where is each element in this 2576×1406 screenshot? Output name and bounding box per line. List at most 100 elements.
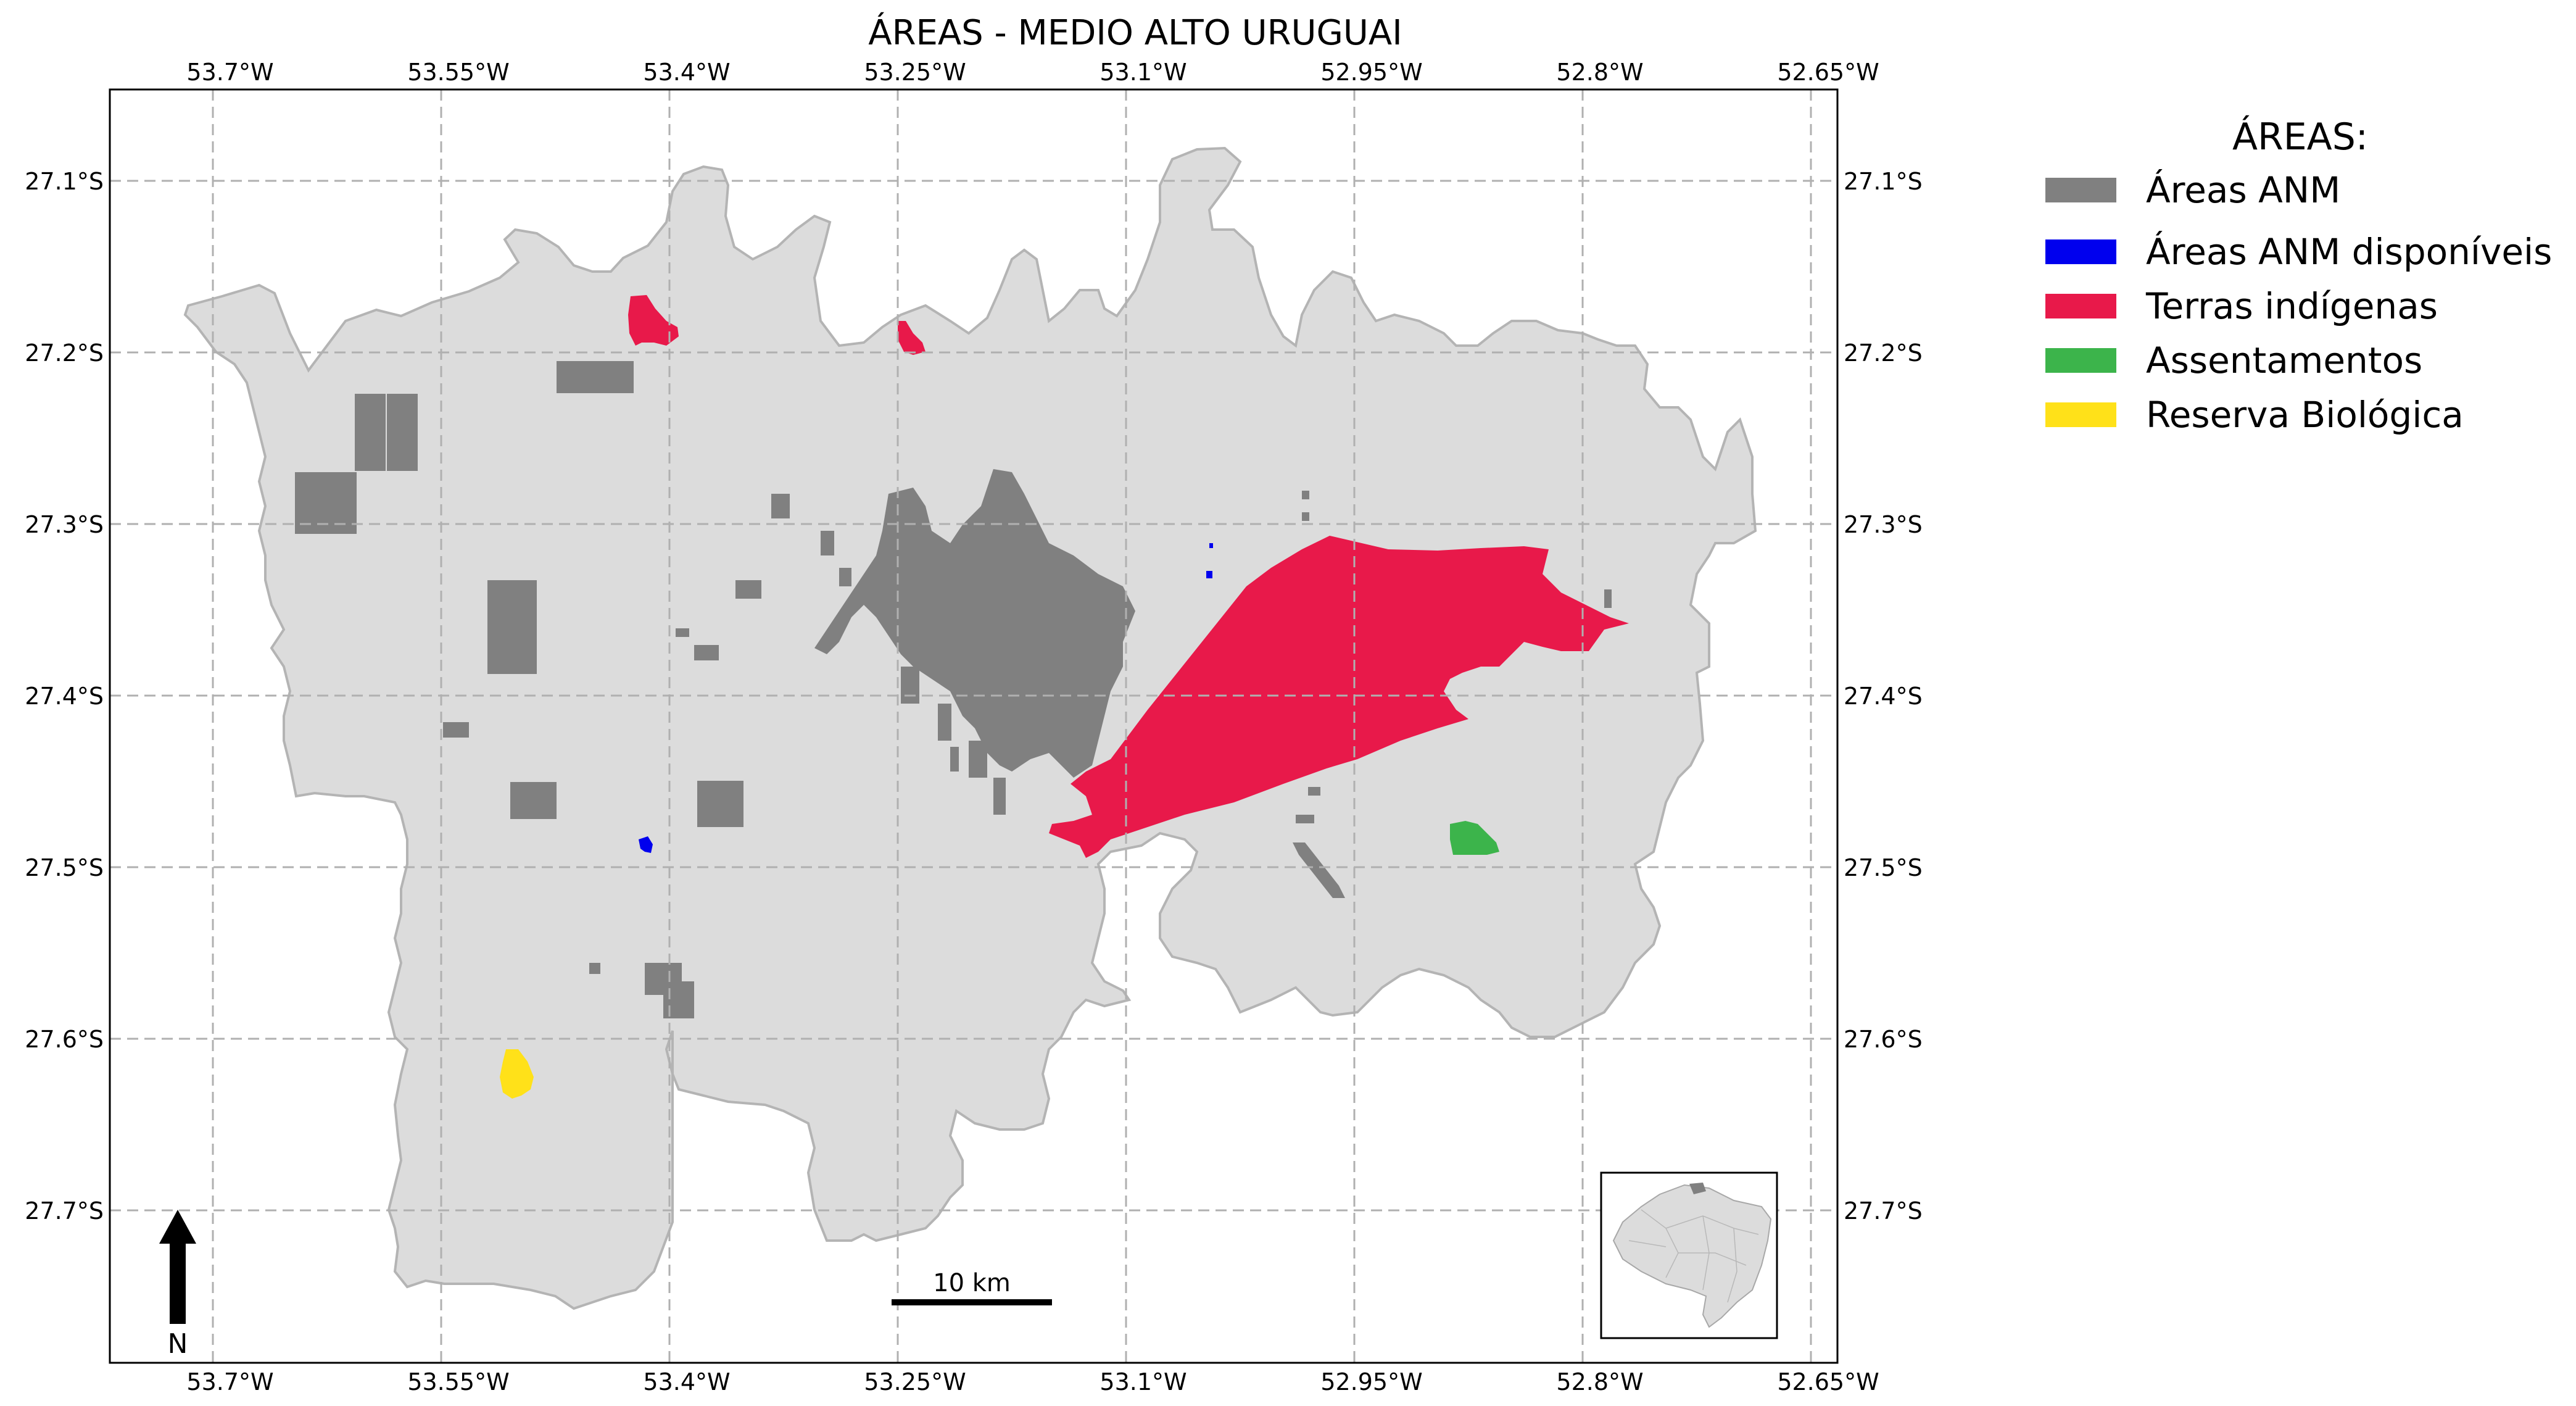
anm-block xyxy=(694,645,719,660)
legend-item: Áreas ANM xyxy=(2045,168,2340,211)
anm-block xyxy=(1308,787,1320,796)
y-tick-label-left: 27.6°S xyxy=(25,1026,104,1053)
x-tick-label-bottom: 52.95°W xyxy=(1320,1368,1422,1396)
legend-title: ÁREAS: xyxy=(2232,115,2368,159)
y-tick-label-left: 27.7°S xyxy=(25,1197,104,1225)
legend: ÁREAS: Áreas ANM Áreas ANM disponíveis T… xyxy=(2045,115,2552,436)
indigenous-land-large xyxy=(1049,536,1629,858)
x-tick-label-top: 53.55°W xyxy=(407,59,509,86)
y-tick-label-left: 27.5°S xyxy=(25,854,104,881)
anm-block xyxy=(1302,512,1309,521)
inset-municipality-lines xyxy=(1628,1209,1759,1303)
settlement-area xyxy=(1450,821,1499,855)
x-tick-label-top: 53.25°W xyxy=(864,59,966,86)
indigenous-land-small-2 xyxy=(898,321,926,355)
anm-block xyxy=(443,722,469,738)
anm-block xyxy=(487,580,537,674)
map-frame-border xyxy=(109,88,1839,1364)
anm-areas xyxy=(295,361,1612,1018)
indigenous-lands xyxy=(628,295,1629,858)
anm-available-patch xyxy=(1206,571,1212,578)
anm-block xyxy=(993,778,1006,815)
x-tick-label-bottom: 53.1°W xyxy=(1100,1368,1187,1396)
anm-block xyxy=(1604,589,1612,608)
anm-block xyxy=(355,394,386,471)
legend-label: Áreas ANM xyxy=(2146,168,2340,211)
legend-item: Assentamentos xyxy=(2045,339,2422,381)
north-arrow: N xyxy=(159,1210,196,1360)
scale-bar-line xyxy=(892,1299,1052,1305)
anm-available-areas xyxy=(639,543,1213,853)
anm-block xyxy=(510,782,557,819)
anm-block xyxy=(771,494,790,518)
x-tick-label-bottom: 53.4°W xyxy=(643,1368,730,1396)
y-ticks-right: 27.1°S 27.2°S 27.3°S 27.4°S 27.5°S 27.6°… xyxy=(1844,168,1923,1225)
north-arrow-icon xyxy=(159,1210,196,1324)
anm-block xyxy=(735,580,761,599)
north-arrow-label: N xyxy=(168,1328,188,1360)
anm-block xyxy=(589,963,600,974)
y-tick-label-right: 27.2°S xyxy=(1844,339,1923,367)
anm-available-patch xyxy=(1209,543,1213,548)
inset-locator-map xyxy=(1600,1171,1778,1339)
anm-block xyxy=(387,394,418,471)
anm-block xyxy=(839,568,851,586)
anm-block xyxy=(938,704,951,741)
anm-block xyxy=(557,361,634,393)
x-tick-label-bottom: 53.25°W xyxy=(864,1368,966,1396)
legend-label: Reserva Biológica xyxy=(2146,394,2464,436)
map-title: ÁREAS - MEDIO ALTO URUGUAI xyxy=(868,13,1402,53)
anm-block xyxy=(950,747,959,772)
y-tick-label-left: 27.4°S xyxy=(25,683,104,710)
legend-swatch-biological-reserve xyxy=(2045,402,2116,427)
scale-bar-label: 10 km xyxy=(933,1269,1011,1297)
x-tick-label-top: 52.8°W xyxy=(1556,59,1643,86)
anm-block xyxy=(676,628,689,637)
inset-state-outline xyxy=(1612,1184,1772,1328)
map-panel: 53.7°W 53.55°W 53.4°W 53.25°W 53.1°W 52.… xyxy=(25,59,1922,1396)
anm-block xyxy=(969,741,987,778)
x-tick-label-bottom: 53.7°W xyxy=(186,1368,273,1396)
y-tick-label-right: 27.6°S xyxy=(1844,1026,1923,1053)
x-tick-label-top: 52.65°W xyxy=(1777,59,1879,86)
anm-block xyxy=(697,781,743,827)
indigenous-land-small-1 xyxy=(628,295,679,346)
legend-swatch-settlement xyxy=(2045,348,2116,373)
y-tick-label-right: 27.4°S xyxy=(1844,683,1923,710)
anm-cluster xyxy=(814,469,1135,778)
y-ticks-left: 27.1°S 27.2°S 27.3°S 27.4°S 27.5°S 27.6°… xyxy=(25,168,104,1225)
y-tick-label-left: 27.1°S xyxy=(25,168,104,195)
legend-label: Assentamentos xyxy=(2146,339,2422,381)
legend-swatch-indigenous xyxy=(2045,294,2116,318)
anm-block xyxy=(1302,491,1309,499)
legend-swatch-anm xyxy=(2045,178,2116,202)
anm-block xyxy=(663,981,694,1018)
y-tick-label-right: 27.5°S xyxy=(1844,854,1923,881)
graticule xyxy=(110,89,1837,1363)
biological-reserve-area xyxy=(500,1049,534,1099)
anm-strip xyxy=(1293,842,1345,898)
x-ticks-top: 53.7°W 53.55°W 53.4°W 53.25°W 53.1°W 52.… xyxy=(186,59,1879,86)
anm-block xyxy=(1296,815,1314,823)
legend-item: Áreas ANM disponíveis xyxy=(2045,230,2552,273)
y-tick-label-right: 27.1°S xyxy=(1844,168,1923,195)
x-ticks-bottom: 53.7°W 53.55°W 53.4°W 53.25°W 53.1°W 52.… xyxy=(186,1368,1879,1396)
legend-swatch-anm-available xyxy=(2045,239,2116,264)
region-polygon xyxy=(183,146,1757,1310)
anm-block xyxy=(821,531,834,555)
y-tick-label-right: 27.7°S xyxy=(1844,1197,1923,1225)
legend-item: Reserva Biológica xyxy=(2045,394,2464,436)
x-tick-label-bottom: 52.65°W xyxy=(1777,1368,1879,1396)
legend-label: Áreas ANM disponíveis xyxy=(2146,230,2552,273)
y-tick-label-left: 27.3°S xyxy=(25,511,104,538)
x-tick-label-top: 53.7°W xyxy=(186,59,273,86)
x-tick-label-top: 53.1°W xyxy=(1100,59,1187,86)
x-tick-label-bottom: 53.55°W xyxy=(407,1368,509,1396)
anm-block xyxy=(901,667,919,704)
x-tick-label-bottom: 52.8°W xyxy=(1556,1368,1643,1396)
x-tick-label-top: 53.4°W xyxy=(643,59,730,86)
inset-highlight-region xyxy=(1689,1183,1706,1194)
scale-bar: 10 km xyxy=(892,1269,1052,1305)
legend-label: Terras indígenas xyxy=(2145,285,2438,327)
